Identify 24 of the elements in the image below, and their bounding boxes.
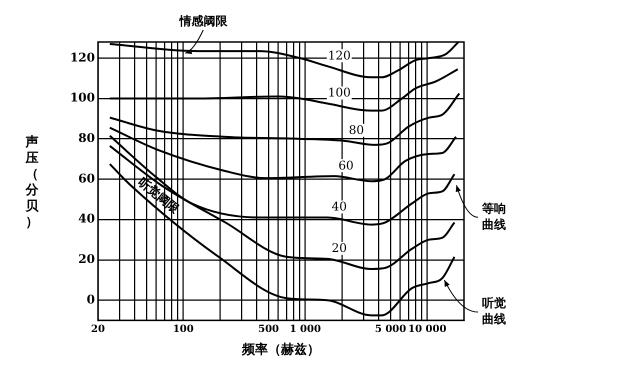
y-tick-label: 0 xyxy=(86,292,95,306)
y-axis-title: 声压（分贝） xyxy=(24,135,40,231)
x-tick-label: 10 000 xyxy=(408,324,446,335)
annotation: 听觉曲线 xyxy=(482,296,506,326)
y-tick-label: 40 xyxy=(78,212,95,226)
series-label: 60 xyxy=(338,158,354,172)
y-tick-label: 100 xyxy=(70,90,95,105)
series-label: 80 xyxy=(348,122,364,137)
series-label: 20 xyxy=(332,240,347,255)
x-tick-label: 1 000 xyxy=(290,324,321,335)
x-tick-label: 20 xyxy=(91,324,105,335)
y-tick-label: 60 xyxy=(78,171,95,186)
series-label: 120 xyxy=(328,48,351,62)
x-tick-label: 100 xyxy=(172,324,194,335)
annotation: 等响曲线 xyxy=(481,201,506,232)
y-tick-label: 80 xyxy=(78,130,95,145)
series-label: 40 xyxy=(332,200,347,214)
x-axis-title: 频率（赫兹） xyxy=(241,342,320,358)
annotation: 情感阈限 xyxy=(178,14,228,28)
x-tick-label: 500 xyxy=(258,324,280,335)
y-tick-label: 20 xyxy=(78,252,95,266)
series-label: 100 xyxy=(328,86,351,100)
x-tick-label: 5 000 xyxy=(374,324,406,335)
y-tick-label: 120 xyxy=(70,50,95,64)
